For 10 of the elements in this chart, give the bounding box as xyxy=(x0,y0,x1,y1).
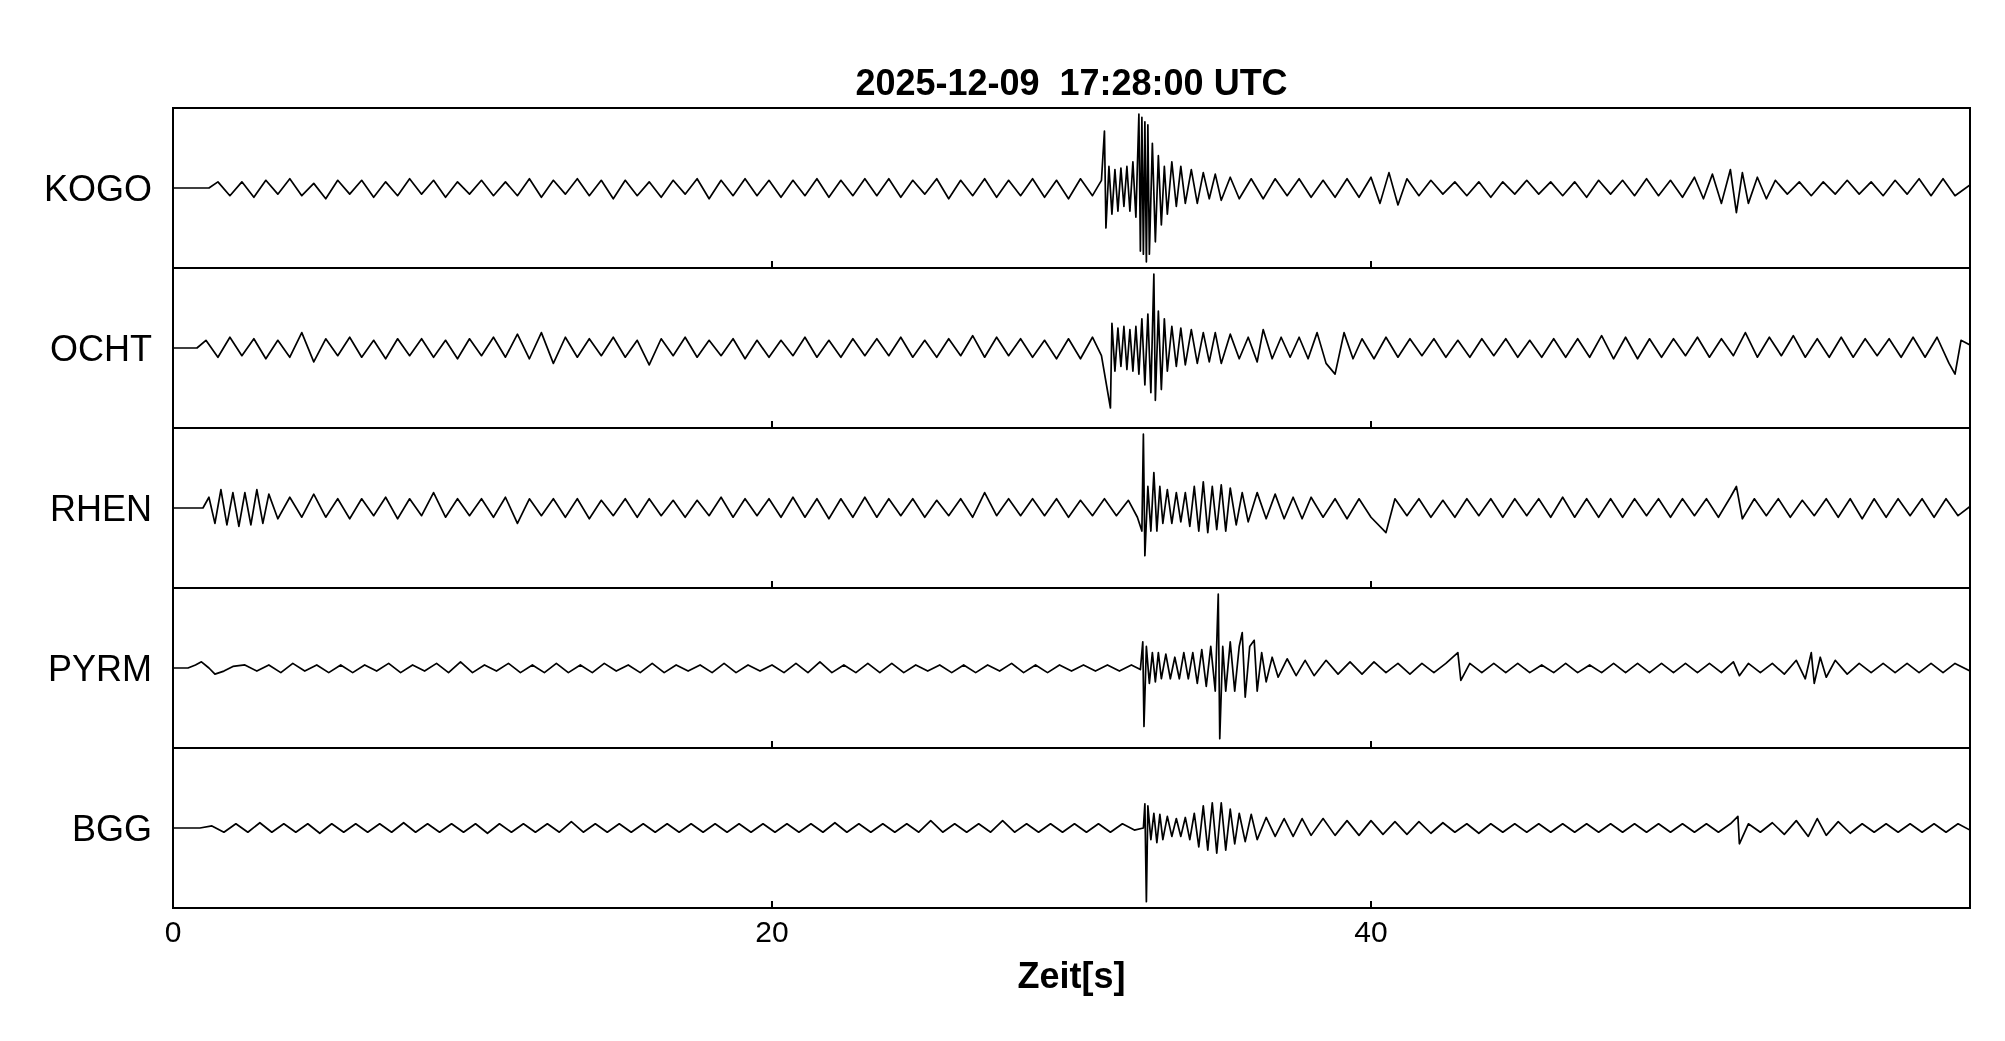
x-tick-label: 20 xyxy=(755,915,789,948)
y-axis-title: RHEN xyxy=(49,487,152,529)
y-axis-title: KOGO xyxy=(43,167,152,209)
x-tick-label: 0 xyxy=(164,915,182,948)
x-tick-label: 40 xyxy=(1354,915,1388,948)
x-axis-title: Zeit[s] xyxy=(1017,955,1126,996)
y-axis-title: BGG xyxy=(71,807,152,849)
y-axis-title: OCHT xyxy=(50,327,152,369)
chart-title: 2025-12-09 17:28:00 UTC xyxy=(855,62,1288,103)
y-axis-title: PYRM xyxy=(47,647,152,689)
